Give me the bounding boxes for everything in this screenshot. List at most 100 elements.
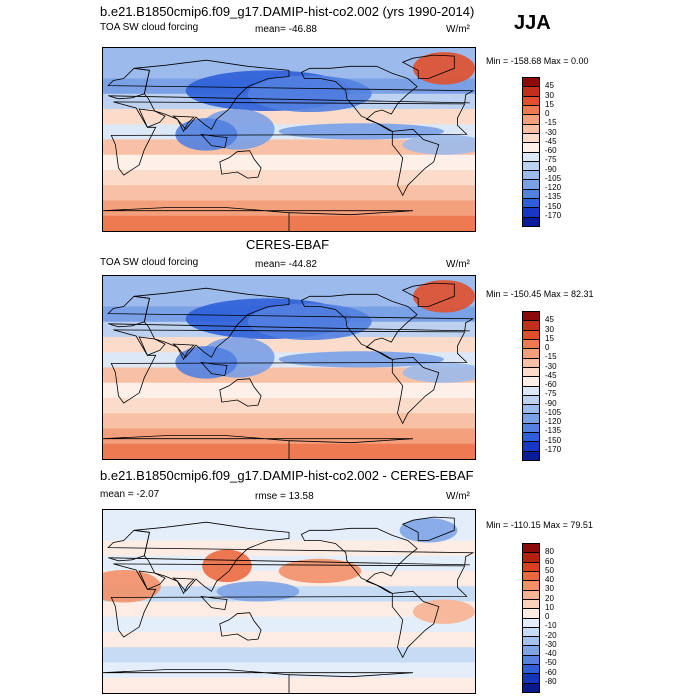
field-band [103, 540, 475, 557]
colorbar-swatch [523, 683, 539, 692]
colorbar-tick-label: -170 [545, 444, 562, 454]
colorbar-swatch [523, 414, 539, 424]
colorbar-swatch [523, 217, 539, 226]
colorbar [522, 311, 540, 461]
colorbar-tick-label: -75 [545, 389, 557, 399]
colorbar-swatch [523, 171, 539, 181]
colorbar-tick-label: -75 [545, 155, 557, 165]
field-band [103, 398, 475, 414]
coastline [103, 669, 414, 693]
colorbar-swatch [523, 105, 539, 116]
colorbar-tick-label: -60 [545, 146, 557, 155]
field-band [103, 413, 475, 429]
field-feature [247, 75, 372, 113]
units-label: W/m² [446, 491, 470, 502]
colorbar-tick-label: 80 [545, 547, 554, 557]
colorbar-swatch [523, 312, 539, 322]
panel-title: CERES-EBAF [245, 237, 330, 252]
colorbar-tick-label: 45 [545, 315, 554, 325]
colorbar-tick-label: 50 [545, 565, 554, 575]
colorbar-swatch [523, 349, 539, 359]
colorbar [522, 77, 540, 227]
colorbar-swatch [523, 124, 539, 134]
colorbar-swatch [523, 599, 539, 610]
coastline [200, 595, 228, 611]
stat-label: rmse = 13.58 [255, 491, 314, 502]
colorbar-swatch [523, 544, 539, 554]
colorbar-tick-label: -135 [545, 426, 562, 436]
colorbar-swatch [523, 377, 539, 387]
coastline [401, 54, 455, 79]
panel-title: b.e21.B1850cmip6.f09_g17.DAMIP-hist-co2.… [100, 468, 474, 483]
field-band [103, 632, 475, 648]
colorbar-swatch [523, 665, 539, 675]
field-feature [278, 123, 444, 140]
colorbar-ticks: 45 30 15 0 -15 -30 -45 -60 -75 -90 -105 -120 -135 -15… [545, 82, 561, 221]
coastline [219, 378, 262, 407]
coastline [200, 133, 228, 149]
colorbar-tick-label: -15 [545, 118, 557, 128]
stat-label: mean= -46.88 [255, 24, 317, 35]
coastline [172, 115, 195, 133]
colorbar-tick-label: -30 [545, 127, 557, 137]
colorbar-swatch [523, 553, 539, 563]
coastline [219, 612, 262, 641]
field-feature [413, 52, 475, 85]
field-band [103, 601, 475, 618]
colorbar-swatch [523, 208, 539, 218]
colorbar-tick-label: -60 [545, 667, 557, 677]
colorbar-tick-label: -60 [545, 380, 557, 389]
coastline [133, 287, 290, 358]
colorbar-tick-label: -30 [545, 361, 557, 371]
colorbar-swatch [523, 395, 539, 406]
colorbar-swatch [523, 581, 539, 591]
coastline [103, 207, 414, 231]
map-plot [103, 276, 475, 459]
colorbar-swatch [523, 367, 539, 378]
coastline [219, 150, 262, 179]
colorbar-tick-label: -45 [545, 136, 557, 146]
coastline [133, 59, 290, 130]
colorbar-swatch [523, 133, 539, 144]
colorbar-swatch [523, 571, 539, 582]
colorbar-tick-label: -15 [545, 352, 557, 362]
colorbar-tick-label: 15 [545, 99, 554, 109]
colorbar-swatch [523, 358, 539, 368]
colorbar-swatch [523, 152, 539, 162]
field-band [103, 616, 475, 633]
colorbar-swatch [523, 655, 539, 666]
colorbar-swatch [523, 637, 539, 647]
colorbar-swatch [523, 143, 539, 153]
field-band [103, 382, 475, 399]
colorbar-swatch [523, 433, 539, 443]
colorbar-swatch [523, 609, 539, 619]
colorbar-tick-label: 30 [545, 324, 554, 334]
map-frame [102, 47, 476, 232]
colorbar-tick-label: 60 [545, 556, 554, 566]
coastline [110, 101, 468, 176]
coastline [391, 128, 440, 197]
colorbar-swatch [523, 189, 539, 200]
colorbar-tick-label: 40 [545, 575, 554, 584]
colorbar-tick-label: -105 [545, 407, 562, 417]
coastline [110, 563, 468, 638]
colorbar-ticks: 80 60 50 40 30 20 10 0 -10 -20 -30 -40 -50 -60 -80 [545, 548, 557, 687]
colorbar-tick-label: -30 [545, 639, 557, 649]
coastline [133, 521, 290, 592]
colorbar-swatch [523, 451, 539, 460]
colorbar-tick-label: -120 [545, 417, 562, 426]
colorbar-swatch [523, 405, 539, 415]
colorbar-tick-label: 20 [545, 593, 554, 603]
colorbar-tick-label: 30 [545, 90, 554, 100]
colorbar-tick-label: 10 [545, 602, 554, 612]
colorbar-tick-label: -120 [545, 183, 562, 192]
colorbar [522, 543, 540, 693]
colorbar-tick-label: -45 [545, 370, 557, 380]
colorbar-swatch [523, 674, 539, 684]
coastline [103, 435, 414, 459]
coastline [391, 590, 440, 659]
coastline [300, 527, 418, 594]
colorbar-swatch [523, 562, 539, 572]
colorbar-swatch [523, 161, 539, 172]
coastline [401, 516, 455, 541]
